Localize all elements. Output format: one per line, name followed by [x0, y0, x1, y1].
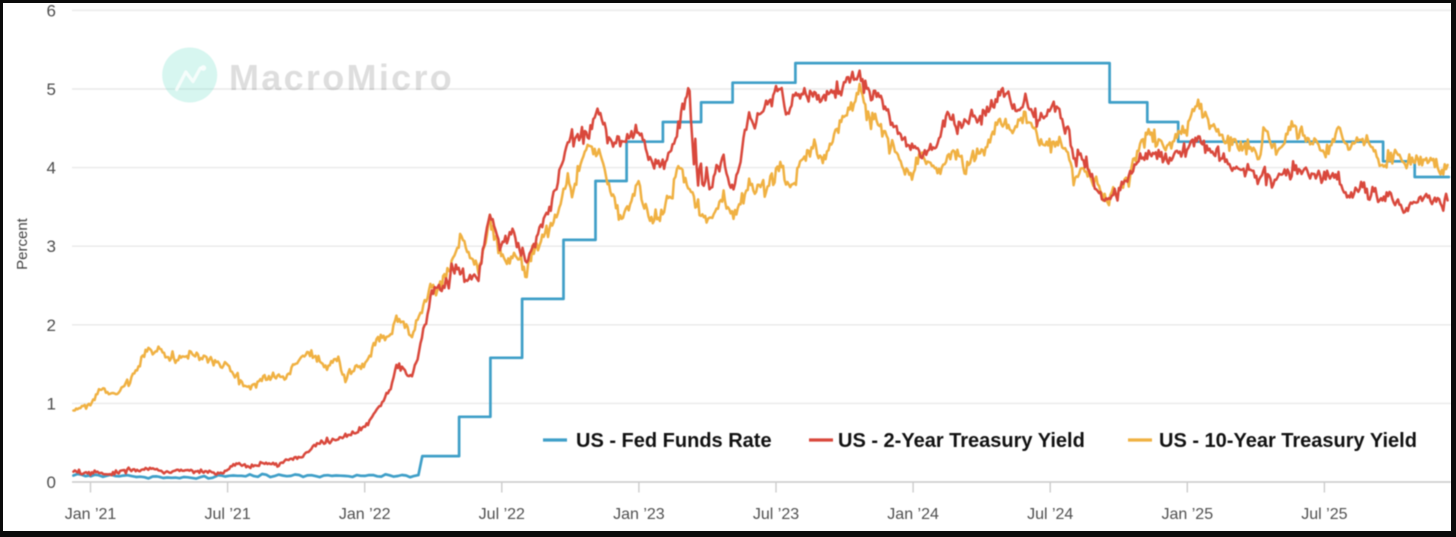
svg-text:2: 2 — [47, 316, 56, 335]
svg-text:Jul ’25: Jul ’25 — [1301, 506, 1347, 523]
svg-text:5: 5 — [47, 80, 56, 99]
svg-text:US - Fed Funds Rate: US - Fed Funds Rate — [576, 430, 772, 452]
svg-text:Jul ’22: Jul ’22 — [479, 506, 525, 523]
svg-text:3: 3 — [47, 237, 56, 256]
svg-text:Jul ’21: Jul ’21 — [204, 506, 250, 523]
svg-text:MacroMicro: MacroMicro — [229, 57, 454, 98]
svg-text:US - 10-Year Treasury Yield: US - 10-Year Treasury Yield — [1159, 430, 1417, 452]
svg-text:US - 2-Year Treasury Yield: US - 2-Year Treasury Yield — [838, 430, 1085, 452]
svg-text:6: 6 — [47, 1, 56, 20]
svg-text:4: 4 — [47, 159, 56, 178]
svg-text:Jan ’25: Jan ’25 — [1162, 506, 1214, 523]
svg-text:Jan ’22: Jan ’22 — [339, 506, 391, 523]
svg-text:1: 1 — [47, 394, 56, 413]
svg-text:Jan ’23: Jan ’23 — [613, 506, 665, 523]
svg-text:Jul ’23: Jul ’23 — [753, 506, 799, 523]
svg-text:Jan ’21: Jan ’21 — [65, 506, 117, 523]
svg-text:Percent: Percent — [14, 217, 31, 270]
svg-text:0: 0 — [47, 473, 56, 492]
svg-text:Jan ’24: Jan ’24 — [887, 506, 939, 523]
svg-text:Jul ’24: Jul ’24 — [1027, 506, 1073, 523]
